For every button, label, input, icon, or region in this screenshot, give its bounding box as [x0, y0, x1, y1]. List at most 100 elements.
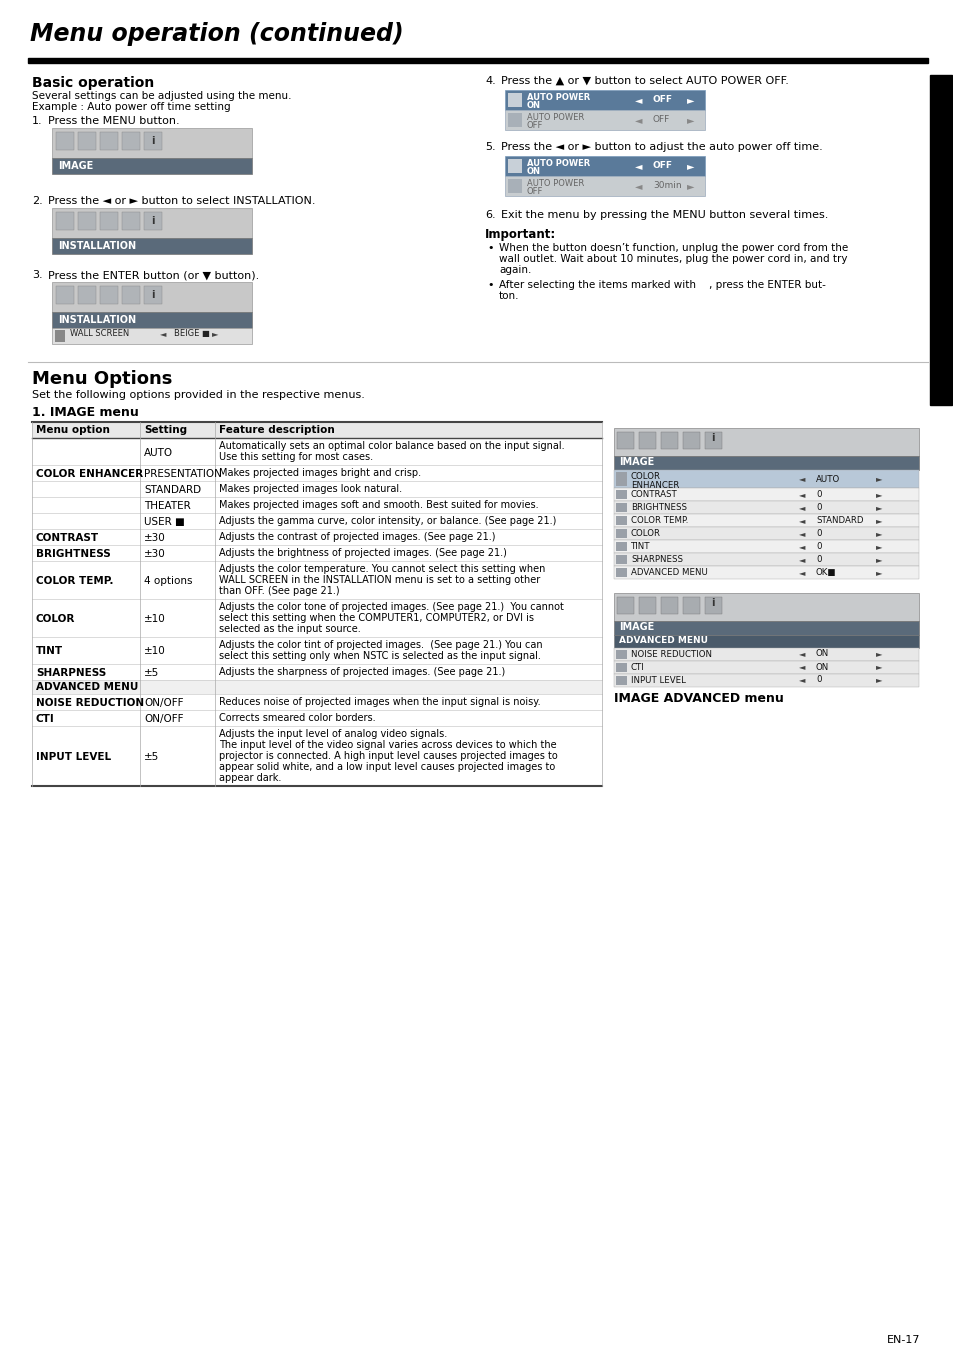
Text: Press the MENU button.: Press the MENU button.	[48, 116, 179, 125]
Text: i: i	[152, 216, 154, 226]
Text: ON/OFF: ON/OFF	[144, 698, 183, 708]
Text: •: •	[486, 243, 493, 253]
Bar	[614, 429, 918, 456]
Text: IMAGE: IMAGE	[58, 160, 93, 171]
Text: TINT: TINT	[630, 542, 650, 551]
Bar	[32, 694, 601, 710]
Text: ◄: ◄	[635, 181, 641, 191]
Text: Adjusts the sharpness of projected images. (See page 21.): Adjusts the sharpness of projected image…	[219, 667, 505, 677]
Text: COLOR TEMP.: COLOR TEMP.	[36, 576, 113, 586]
Text: Press the ENTER button (or ▼ button).: Press the ENTER button (or ▼ button).	[48, 270, 259, 280]
Text: ►: ►	[686, 160, 694, 171]
Text: Important:: Important:	[484, 228, 556, 241]
Bar	[100, 212, 118, 231]
Bar	[122, 286, 140, 305]
Bar	[614, 541, 918, 553]
Text: ►: ►	[875, 516, 882, 524]
Text: TINT: TINT	[36, 647, 63, 656]
Text: Press the ◄ or ► button to select INSTALLATION.: Press the ◄ or ► button to select INSTAL…	[48, 195, 315, 206]
Text: select this setting when the COMPUTER1, COMPUTER2, or DVI is: select this setting when the COMPUTER1, …	[219, 613, 534, 623]
Text: NOISE REDUCTION: NOISE REDUCTION	[36, 698, 144, 708]
Bar	[504, 177, 704, 195]
Text: BRIGHTNESS: BRIGHTNESS	[630, 503, 686, 512]
Text: ±5: ±5	[144, 752, 159, 762]
Text: COLOR: COLOR	[630, 528, 660, 538]
Text: •: •	[486, 280, 493, 290]
Text: SHARPNESS: SHARPNESS	[630, 555, 682, 563]
Bar	[32, 638, 601, 665]
Text: Automatically sets an optimal color balance based on the input signal.: Automatically sets an optimal color bala…	[219, 441, 564, 452]
Text: ◄: ◄	[160, 329, 167, 338]
Text: ±30: ±30	[144, 549, 166, 559]
Bar	[614, 553, 918, 566]
Text: ◄: ◄	[799, 474, 804, 484]
Text: appear solid white, and a low input level causes projected images to: appear solid white, and a low input leve…	[219, 762, 555, 772]
Bar	[122, 212, 140, 231]
Bar	[617, 431, 634, 449]
Bar	[78, 132, 96, 150]
Bar	[78, 212, 96, 231]
Bar	[507, 159, 521, 173]
Text: OK■: OK■	[815, 568, 836, 577]
Text: ◄: ◄	[799, 650, 804, 659]
Text: projector is connected. A high input level causes projected images to: projector is connected. A high input lev…	[219, 751, 558, 762]
Bar	[32, 727, 601, 786]
Text: Setting: Setting	[144, 425, 187, 435]
Text: Menu operation (continued): Menu operation (continued)	[30, 22, 403, 46]
Text: 0: 0	[815, 528, 821, 538]
Text: ►: ►	[686, 181, 694, 191]
Text: ENHANCER: ENHANCER	[630, 481, 679, 491]
Text: ◄: ◄	[799, 568, 804, 577]
Text: THEATER: THEATER	[144, 501, 191, 511]
Text: CONTRAST: CONTRAST	[36, 532, 99, 543]
Text: IMAGE: IMAGE	[618, 621, 654, 632]
Text: ON: ON	[815, 662, 828, 671]
Bar	[32, 561, 601, 599]
Text: INPUT LEVEL: INPUT LEVEL	[630, 675, 685, 685]
Bar	[504, 90, 704, 111]
Text: ±10: ±10	[144, 647, 166, 656]
Text: ◄: ◄	[799, 503, 804, 512]
Text: ±30: ±30	[144, 532, 166, 543]
Text: AUTO: AUTO	[815, 474, 840, 484]
Text: 6.: 6.	[484, 210, 496, 220]
Bar	[32, 528, 601, 545]
Text: Adjusts the color tint of projected images.  (See page 21.) You can: Adjusts the color tint of projected imag…	[219, 640, 542, 650]
Bar	[507, 179, 521, 193]
Text: Corrects smeared color borders.: Corrects smeared color borders.	[219, 713, 375, 723]
Text: Example : Auto power off time setting: Example : Auto power off time setting	[32, 102, 231, 112]
Bar	[616, 542, 626, 551]
Text: Adjusts the color tone of projected images. (See page 21.)  You cannot: Adjusts the color tone of projected imag…	[219, 603, 563, 612]
Text: IMAGE: IMAGE	[618, 457, 654, 466]
Text: BEIGE ■: BEIGE ■	[173, 329, 210, 338]
Text: 1.: 1.	[32, 116, 43, 125]
Bar	[614, 661, 918, 674]
Bar	[507, 93, 521, 106]
Bar	[52, 158, 252, 174]
Text: 0: 0	[815, 503, 821, 512]
Text: ◄: ◄	[799, 675, 804, 685]
Text: Adjusts the contrast of projected images. (See page 21.): Adjusts the contrast of projected images…	[219, 532, 495, 542]
Text: 4 options: 4 options	[144, 576, 193, 586]
Text: COLOR TEMP.: COLOR TEMP.	[630, 516, 688, 524]
Text: COLOR: COLOR	[630, 472, 660, 481]
Bar	[682, 597, 700, 613]
Bar	[32, 665, 601, 679]
Text: CTI: CTI	[630, 663, 644, 673]
Text: select this setting only when NSTC is selected as the input signal.: select this setting only when NSTC is se…	[219, 651, 540, 661]
Text: CONTRAST: CONTRAST	[630, 491, 677, 499]
Text: When the button doesn’t function, unplug the power cord from the: When the button doesn’t function, unplug…	[498, 243, 847, 253]
Text: ◄: ◄	[635, 94, 641, 105]
Text: wall outlet. Wait about 10 minutes, plug the power cord in, and try: wall outlet. Wait about 10 minutes, plug…	[498, 253, 846, 264]
Text: Adjusts the brightness of projected images. (See page 21.): Adjusts the brightness of projected imag…	[219, 549, 506, 558]
Text: ADVANCED MENU: ADVANCED MENU	[36, 682, 138, 692]
Bar	[144, 286, 162, 305]
Text: i: i	[711, 433, 714, 443]
Text: Adjusts the gamma curve, color intensity, or balance. (See page 21.): Adjusts the gamma curve, color intensity…	[219, 516, 556, 526]
Text: ◄: ◄	[635, 160, 641, 171]
Bar	[614, 674, 918, 687]
Text: After selecting the items marked with    , press the ENTER but-: After selecting the items marked with , …	[498, 280, 825, 290]
Bar	[32, 599, 601, 638]
Text: again.: again.	[498, 266, 531, 275]
Text: OFF: OFF	[652, 116, 670, 124]
